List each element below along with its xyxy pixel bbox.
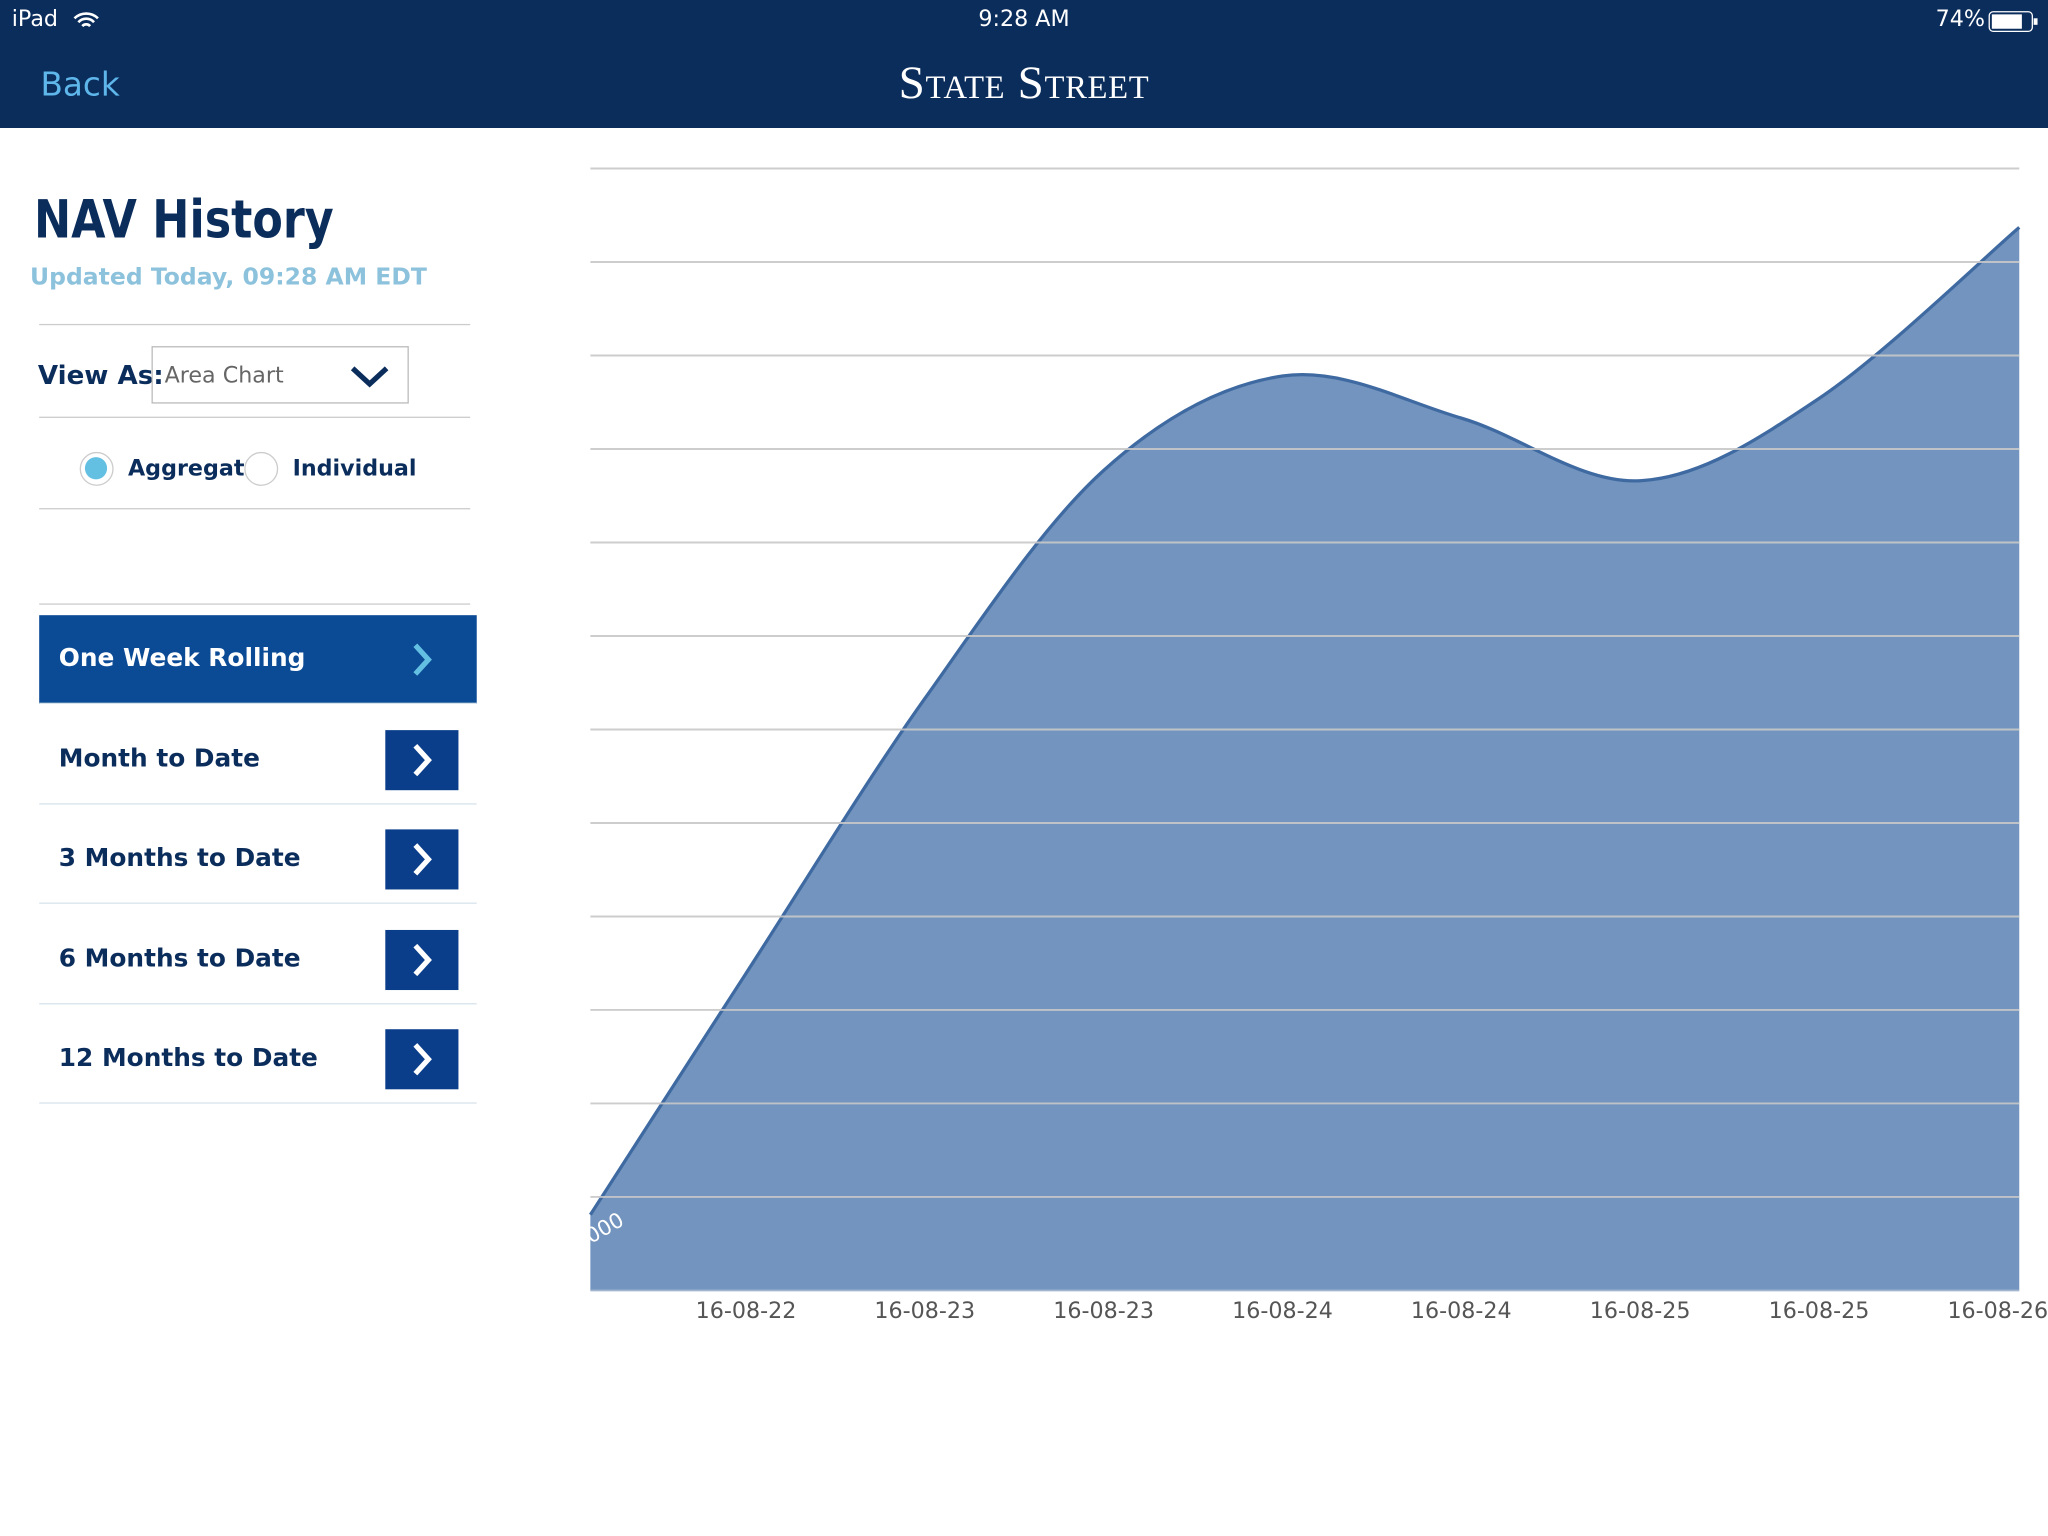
header: iPad 9:28 AM 74% Back State Street — [0, 0, 2048, 128]
page-title: NAV History — [33, 190, 334, 251]
area — [590, 227, 2020, 1291]
x-tick-label: 16-08-24 — [1232, 1298, 1333, 1324]
chevron — [413, 1043, 432, 1076]
divider — [39, 323, 471, 326]
period-label: One Week Rolling — [58, 643, 306, 673]
radio-aggregate[interactable] — [79, 451, 114, 486]
view-as-dropdown[interactable]: Area Chart — [151, 346, 409, 404]
x-tick-label: 16-08-23 — [874, 1298, 975, 1324]
period-button — [385, 630, 458, 690]
period-label: 6 Months to Date — [58, 943, 301, 973]
period-button — [385, 829, 459, 890]
battery-text: 74% — [1935, 6, 1986, 33]
radio-label: Individual — [292, 455, 417, 482]
device: iPad — [11, 6, 59, 33]
period-option[interactable]: One Week Rolling — [39, 615, 477, 704]
radio-label: Aggregate — [127, 455, 260, 482]
area-line — [588, 226, 2021, 1216]
period-button — [385, 1029, 459, 1090]
period-label: 3 Months to Date — [58, 843, 301, 873]
period-option[interactable]: Month to Date — [39, 715, 477, 804]
view-as-label: View As: — [37, 359, 164, 391]
battery-icon — [1988, 11, 2038, 32]
divider — [39, 508, 471, 510]
chevron — [413, 943, 432, 976]
x-tick-label: 16-08-25 — [1769, 1298, 1870, 1324]
chevron — [413, 743, 432, 776]
period-button — [385, 729, 459, 790]
updated-text: Updated Today, 09:28 AM EDT — [30, 263, 427, 292]
period-label: Month to Date — [58, 743, 260, 773]
dropdown-arrow — [350, 366, 389, 388]
period-button — [385, 929, 459, 990]
time: 9:28 AM — [978, 6, 1070, 33]
x-tick-label: 16-08-26 — [1947, 1298, 2048, 1324]
wifi-icon — [73, 12, 99, 28]
divider — [39, 416, 471, 418]
chevron — [413, 843, 432, 876]
x-tick-label: 16-08-23 — [1053, 1298, 1154, 1324]
dropdown-value: Area Chart — [164, 363, 284, 390]
x-tick-label: 16-08-25 — [1590, 1298, 1691, 1324]
x-tick-label: 16-08-22 — [696, 1298, 797, 1324]
radio-individual[interactable] — [244, 451, 279, 486]
back-button[interactable]: Back — [40, 65, 120, 104]
brand-logo: State Street — [898, 56, 1150, 109]
divider — [39, 603, 471, 605]
period-option[interactable]: 3 Months to Date — [39, 815, 477, 904]
period-option[interactable]: 12 Months to Date — [39, 1015, 477, 1104]
chevron — [413, 643, 432, 676]
period-label: 12 Months to Date — [58, 1043, 318, 1073]
x-tick-label: 16-08-24 — [1411, 1298, 1512, 1324]
period-option[interactable]: 6 Months to Date — [39, 915, 477, 1004]
